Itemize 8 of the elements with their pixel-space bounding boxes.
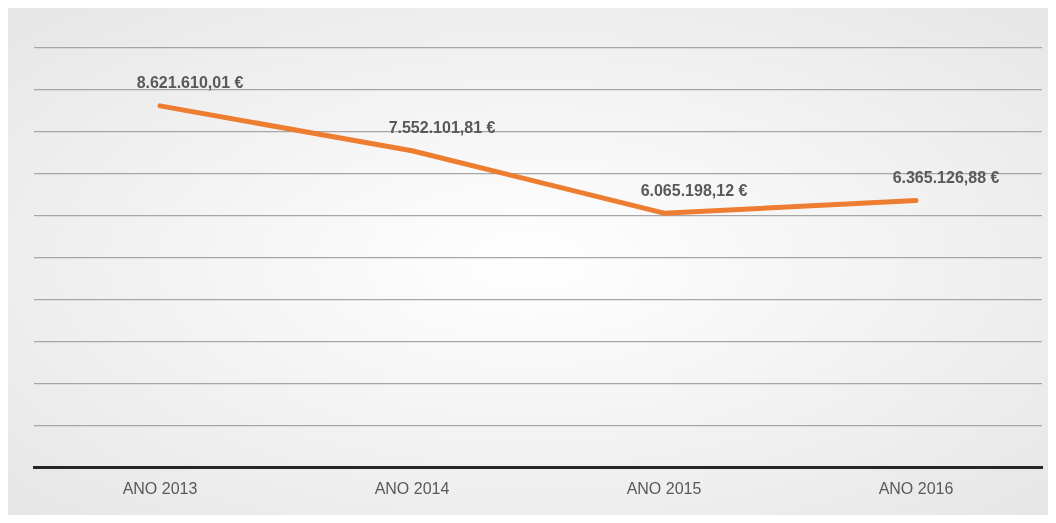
data-label: 8.621.610,01 € <box>136 74 244 92</box>
x-tick-label: ANO 2015 <box>626 479 702 497</box>
x-tick-label: ANO 2013 <box>122 479 198 497</box>
data-label: 6.365.126,88 € <box>892 169 1000 186</box>
data-label: 6.065.198,12 € <box>640 181 748 199</box>
data-label: 7.552.101,81 € <box>388 119 496 137</box>
x-tick-label: ANO 2016 <box>878 479 954 497</box>
x-tick-label: ANO 2014 <box>374 479 450 497</box>
